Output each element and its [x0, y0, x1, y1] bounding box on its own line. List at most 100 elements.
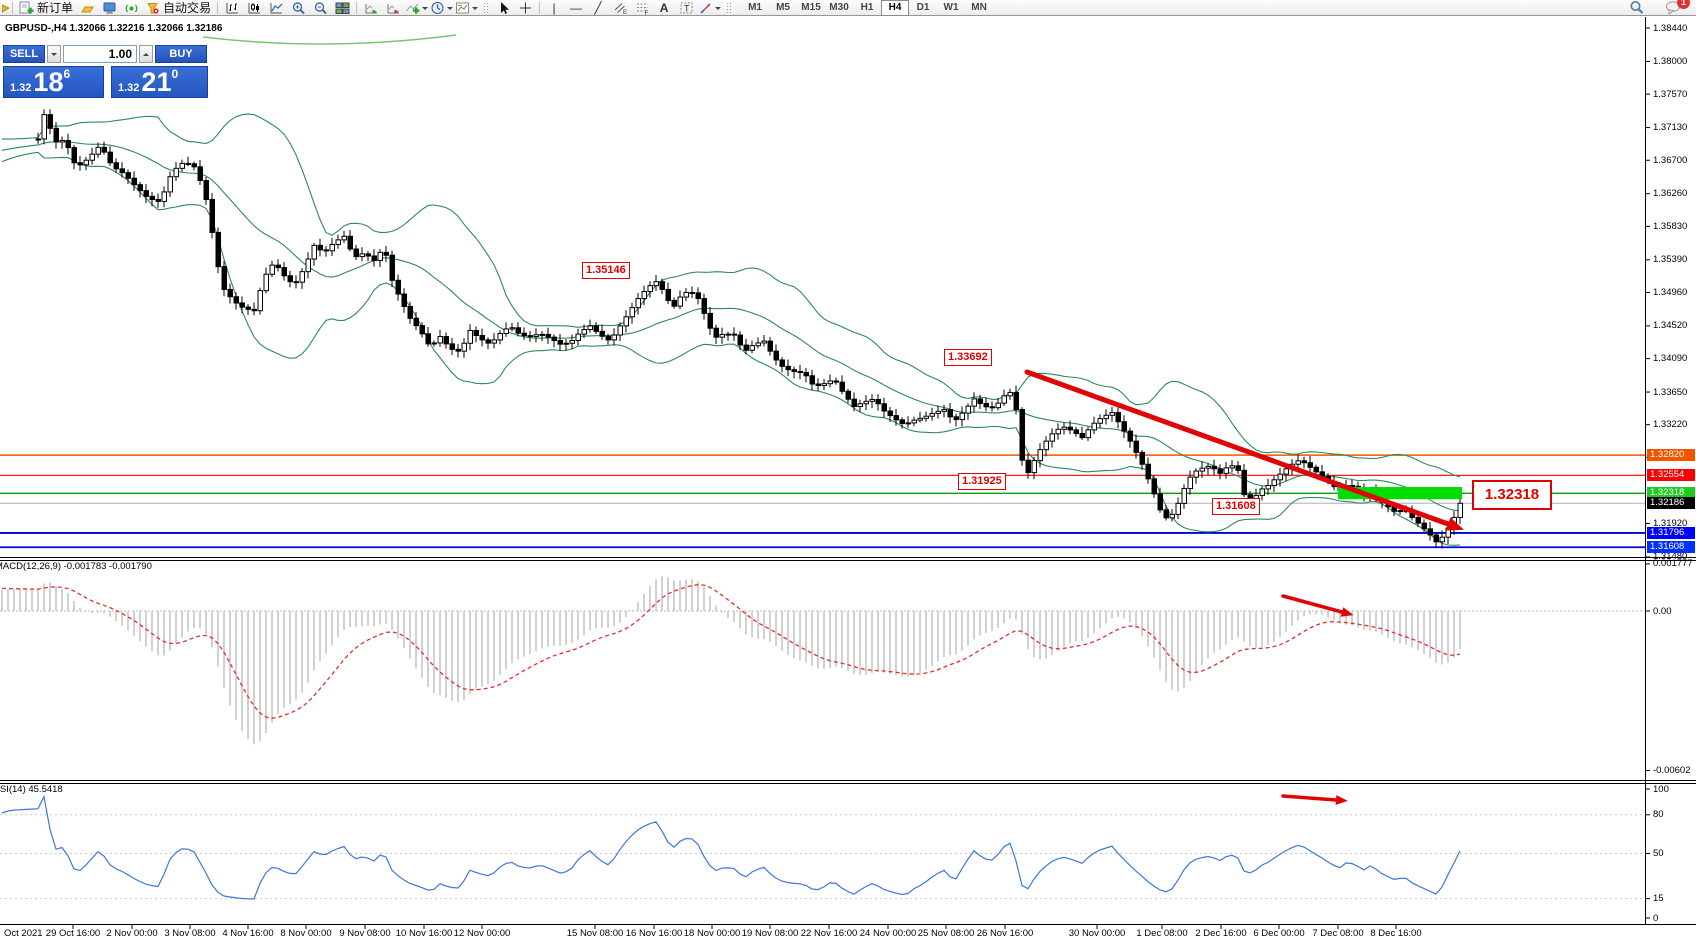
templates-button[interactable] [454, 0, 479, 15]
line-chart-button[interactable] [265, 0, 287, 15]
svg-text:T: T [684, 3, 690, 13]
ask-pipette: 0 [171, 67, 179, 81]
signals-button[interactable] [120, 0, 142, 15]
time-axis-label: 15 Nov 08:00 [566, 928, 624, 939]
autotrading-button[interactable]: 自动交易 [142, 0, 214, 15]
clock-icon [431, 1, 444, 14]
indicators-icon [406, 3, 420, 14]
arrows-button[interactable] [697, 0, 722, 15]
time-axis-label: 10 Nov 16:00 [395, 928, 453, 939]
price-axis-label: 1.36260 [1653, 188, 1688, 200]
trendline-button[interactable]: ╱ [587, 0, 609, 15]
dropdown-caret-icon [472, 6, 479, 13]
macd-scale-label: -0.00602 [1653, 765, 1691, 777]
price-axis-label: 1.34960 [1653, 286, 1688, 298]
price-annotation-label[interactable]: 1.33692 [944, 349, 992, 366]
time-axis-label: 8 Dec 16:00 [1370, 928, 1422, 939]
toolbar-grip[interactable] [483, 1, 489, 14]
search-icon [1630, 1, 1644, 14]
new-order-button[interactable]: 新订单 [16, 0, 76, 15]
time-axis-label: 1 Dec 08:00 [1136, 928, 1188, 939]
clipped-icon [2, 3, 9, 13]
toolbar: 新订单 自动交易 | — ╱ E F A T M1 M5 M15 M30 H1 H4 D1 W… [0, 0, 1696, 16]
ask-price[interactable]: 1.32 21 0 [111, 66, 208, 98]
indicators-button[interactable] [404, 0, 429, 15]
timeframe-w1[interactable]: W1 [943, 2, 959, 13]
timeframe-d1[interactable]: D1 [916, 2, 930, 13]
equidistant-channel-button[interactable]: E [609, 0, 631, 15]
chart-shift-button[interactable] [382, 0, 404, 15]
timeframe-h4[interactable]: H4 [881, 0, 910, 16]
volume-input[interactable] [63, 45, 137, 63]
price-annotation-label[interactable]: 1.35146 [582, 262, 630, 279]
price-annotation-label[interactable]: 1.31608 [1212, 498, 1260, 515]
template-icon [456, 2, 470, 13]
price-axis-label: 1.31920 [1653, 518, 1688, 530]
dropdown-caret-icon [447, 6, 454, 13]
crosshair-button[interactable] [514, 0, 536, 15]
zoom-out-button[interactable] [309, 0, 331, 15]
toolbar-grip[interactable] [726, 1, 732, 14]
fibonacci-button[interactable]: F [631, 0, 653, 15]
periods-button[interactable] [429, 0, 454, 15]
vertical-line-button[interactable]: | [543, 0, 565, 15]
timeframe-m1[interactable]: M1 [748, 2, 762, 13]
timeframe-m15[interactable]: M15 [801, 2, 821, 13]
price-axis-label: 1.35830 [1653, 220, 1688, 232]
bid-price[interactable]: 1.32 18 6 [3, 66, 104, 98]
rsi-scale-label: 50 [1653, 848, 1664, 859]
dropdown-caret-icon [422, 6, 429, 13]
crosshair-icon [519, 2, 531, 13]
gold-ingot-icon [80, 6, 94, 12]
auto-scroll-icon [365, 3, 377, 14]
time-axis-label: 8 Nov 00:00 [280, 928, 332, 939]
price-annotation-big[interactable]: 1.32318 [1472, 480, 1552, 510]
notification-badge: 1 [1677, 0, 1690, 9]
horizontal-line-icon: — [570, 0, 583, 15]
monitor-icon [103, 2, 116, 14]
buy-button[interactable]: BUY [155, 45, 207, 63]
candlestick-chart-button[interactable] [243, 0, 265, 15]
cursor-button[interactable] [492, 0, 514, 15]
timeframe-m30[interactable]: M30 [829, 2, 849, 13]
arrows-icon [700, 3, 711, 13]
deposit-button[interactable] [76, 0, 98, 15]
zoom-in-icon [292, 1, 305, 14]
chart-shift-icon [387, 3, 399, 14]
text-label-button[interactable]: T [675, 0, 697, 15]
macd-indicator-label: MACD(12,26,9) -0.001783 -0.001790 [0, 561, 152, 572]
terminal-button[interactable] [98, 0, 120, 15]
price-badge: 1.32186 [1647, 497, 1695, 510]
tile-windows-button[interactable] [331, 0, 353, 15]
rsi-indicator-label: RSI(14) 45.5418 [0, 784, 63, 795]
price-axis-label: 1.34090 [1653, 353, 1688, 365]
price-annotation-label[interactable]: 1.31925 [958, 473, 1006, 490]
chevron-up-icon [143, 50, 149, 56]
time-axis-label: 22 Nov 16:00 [800, 928, 858, 939]
sell-button[interactable]: SELL [3, 45, 45, 63]
text-button[interactable]: A [653, 0, 675, 15]
svg-text:E: E [623, 10, 627, 15]
horizontal-line-button[interactable]: — [565, 0, 587, 15]
time-axis-label: 2 Dec 16:00 [1195, 928, 1247, 939]
volume-increase-button[interactable] [139, 45, 153, 63]
search-button[interactable] [1626, 0, 1648, 15]
bar-chart-button[interactable] [221, 0, 243, 15]
autotrading-icon [147, 2, 159, 14]
timeframe-m5[interactable]: M5 [776, 2, 790, 13]
volume-decrease-button[interactable] [47, 45, 61, 63]
macd-scale-label: 0.00 [1653, 605, 1672, 617]
zoom-in-button[interactable] [287, 0, 309, 15]
auto-scroll-button[interactable] [360, 0, 382, 15]
ask-big-digits: 21 [141, 67, 172, 97]
text-icon: A [659, 0, 669, 15]
rsi-scale-label: 100 [1653, 783, 1669, 795]
notifications-button[interactable]: 1 [1662, 0, 1690, 15]
time-axis-label: 7 Dec 08:00 [1312, 928, 1364, 939]
price-badge: 1.32820 [1647, 449, 1695, 462]
timeframe-h1[interactable]: H1 [860, 2, 874, 13]
timeframe-mn[interactable]: MN [971, 2, 987, 13]
